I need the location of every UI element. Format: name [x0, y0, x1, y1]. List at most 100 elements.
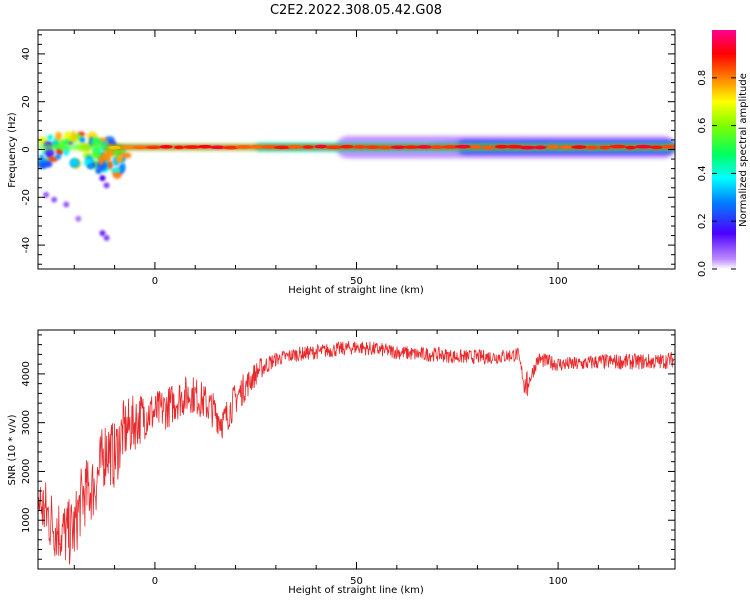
ridge-segment: [120, 145, 135, 150]
ridge-segment: [547, 145, 559, 149]
ridge-segment: [183, 145, 201, 149]
ridge-segment: [441, 145, 459, 149]
ridge-segment: [273, 145, 291, 150]
colorbar-label: Normalized spectral amplitude: [738, 73, 749, 227]
y-tick-label: 4000: [21, 361, 32, 386]
ridge-segment: [454, 144, 472, 149]
ridge-segment: [365, 145, 381, 149]
snr-ticks: 0 50 100 1000 2000 3000 4000: [21, 330, 675, 587]
ridge-segment: [662, 144, 675, 149]
ridge-segment: [586, 145, 598, 150]
heatmap-blob: [95, 168, 102, 175]
heatmap-blob: [45, 147, 55, 159]
heatmap-blob: [99, 175, 106, 182]
ridge-segment: [494, 144, 509, 149]
heatmap-blob: [103, 182, 110, 189]
x-tick-label: 0: [152, 576, 158, 587]
ridge-segment: [571, 145, 587, 149]
snr-x-label: Height of straight line (km): [288, 585, 424, 596]
ridge-segment: [287, 145, 303, 149]
y-tick-label: 0: [21, 146, 32, 152]
heatmap-blob: [71, 130, 77, 142]
y-tick-label: 2000: [21, 459, 32, 484]
heatmap-blob: [107, 160, 113, 170]
colorbar-tick-label: 0.4: [697, 165, 708, 181]
heatmap-blob: [87, 163, 94, 170]
snr-y-label: SNR (10 * v/v): [7, 414, 18, 485]
ridge-segment: [173, 145, 185, 150]
heatmap-plot-area: [38, 130, 675, 241]
ridge-segment: [250, 144, 263, 149]
heatmap-panel: 0 50 100 40 20 0 -20 -40 Height of straight lin…: [7, 29, 676, 296]
y-tick-label: 1000: [21, 507, 32, 532]
heatmap-blob: [45, 160, 53, 168]
heatmap-blob: [51, 196, 58, 203]
heatmap-blob: [55, 131, 63, 141]
colorbar-tick-label: 0.2: [697, 213, 708, 229]
colorbar: 0.0 0.2 0.4 0.6 0.8 Normalized spectral ampl…: [697, 30, 749, 277]
heatmap-blob: [120, 162, 126, 171]
heatmap-blob: [47, 134, 54, 141]
ridge-segment: [482, 145, 495, 150]
figure-title: C2E2.2022.308.05.42.G08: [270, 3, 442, 18]
ridge-segment: [505, 144, 524, 149]
snr-frame: [37, 329, 676, 570]
y-tick-label: 40: [21, 48, 32, 61]
heatmap-x-label: Height of straight line (km): [288, 285, 424, 296]
heatmap-blob: [79, 136, 86, 143]
heatmap-y-label: Frequency (Hz): [7, 112, 18, 188]
ridge-segment: [340, 144, 354, 149]
colorbar-tick-label: 0.8: [697, 70, 708, 86]
ridge-segment: [378, 145, 393, 150]
ridge-segment: [145, 145, 161, 150]
y-tick-label: 3000: [21, 410, 32, 435]
ridge-segment: [625, 145, 636, 150]
ridge-segment: [390, 145, 406, 150]
colorbar-tick-label: 0.6: [697, 118, 708, 134]
ridge-segment: [609, 144, 627, 149]
y-tick-label: -40: [21, 237, 32, 253]
colorbar-gradient: [712, 30, 736, 269]
ridge-segment: [159, 145, 173, 149]
heatmap-blob: [63, 201, 70, 208]
ridge-segment: [470, 145, 482, 149]
ridge-segment: [108, 145, 121, 150]
x-tick-label: 0: [152, 276, 158, 287]
heatmap-blob: [63, 139, 70, 146]
ridge-segment: [403, 145, 420, 149]
ridge-segment: [210, 145, 226, 150]
ridge-segment: [325, 145, 343, 150]
ridge-segment: [260, 145, 279, 149]
heatmap-blob: [39, 154, 45, 163]
ridge-segment: [599, 145, 611, 150]
heatmap-blob: [71, 158, 78, 165]
snr-series-line: [38, 340, 675, 565]
heatmap-blob: [103, 234, 110, 241]
heatmap-ticks: 0 50 100 40 20 0 -20 -40: [21, 30, 675, 287]
ridge-segment: [430, 145, 444, 150]
ridge-segment: [534, 145, 547, 150]
heatmap-ridge: [38, 136, 675, 159]
ridge-segment: [518, 145, 536, 150]
snr-panel: 0 50 100 1000 2000 3000 4000 Height of straigh…: [7, 329, 676, 596]
heatmap-blob: [110, 167, 122, 173]
heatmap-blob: [43, 191, 50, 198]
y-tick-label: -20: [21, 189, 32, 205]
heatmap-blob: [75, 215, 82, 222]
ridge-segment: [634, 144, 653, 149]
x-tick-label: 50: [350, 276, 363, 287]
x-tick-label: 100: [549, 276, 568, 287]
heatmap-blob: [55, 153, 62, 160]
ridge-segment: [197, 144, 212, 149]
colorbar-ticks: 0.0 0.2 0.4 0.6 0.8: [697, 70, 736, 277]
heatmap-blob: [115, 153, 124, 164]
heatmap-blob: [98, 154, 105, 165]
heatmap-blob: [38, 160, 48, 169]
ridge-segment: [132, 145, 149, 150]
ridge-segment: [353, 145, 367, 149]
ridge-segment: [302, 145, 314, 149]
x-tick-label: 50: [350, 576, 363, 587]
ridge-segment: [235, 145, 252, 149]
ridge-segment: [560, 145, 573, 150]
ridge-segment: [222, 145, 240, 150]
